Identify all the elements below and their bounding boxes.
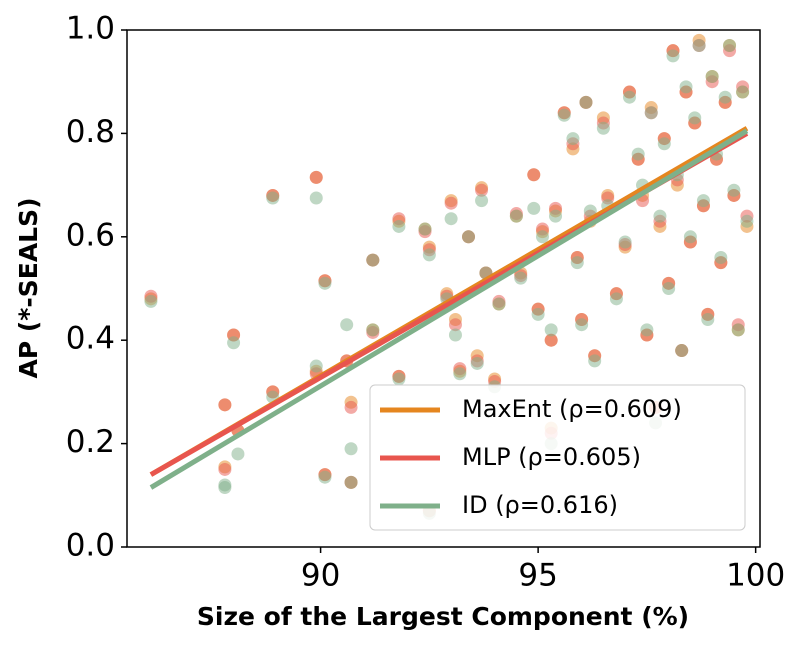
y-tick-label: 0.8 [66,114,115,150]
point [544,333,558,347]
point [392,219,406,233]
point [444,212,458,226]
point [448,318,462,332]
point [675,344,689,358]
point [718,90,732,104]
point [583,204,597,218]
point [462,230,476,244]
point [640,323,654,337]
x-tick-label: 95 [518,558,557,594]
point [144,294,158,308]
point [318,470,332,484]
point [692,39,706,53]
point [609,292,623,306]
point [566,132,580,146]
legend-label: MaxEnt (ρ=0.609) [462,395,682,423]
y-tick-label: 0.0 [66,528,115,564]
point [309,191,323,205]
point [231,447,245,461]
point [549,209,563,223]
point [470,356,484,370]
point [392,372,406,386]
point [653,209,667,223]
point [701,313,715,327]
point [218,462,232,476]
point [527,201,541,215]
point [492,297,506,311]
point [666,49,680,63]
point [218,478,232,492]
point [309,359,323,373]
point [475,194,489,208]
legend-label: MLP (ρ=0.605) [462,443,641,471]
point [662,282,676,295]
point [688,111,702,125]
point [723,39,737,53]
plot-frame [126,29,761,548]
point [531,307,545,321]
point [318,276,332,290]
point [418,222,432,236]
point [344,442,358,456]
point [544,323,558,337]
point [579,95,593,109]
point [266,191,280,205]
point [705,70,719,84]
point [622,90,636,104]
fit-line [149,128,749,490]
point [731,323,745,337]
point [714,250,728,264]
point [227,336,241,350]
point [683,230,697,244]
y-tick-label: 0.4 [66,321,115,357]
point [366,253,380,267]
point [696,194,710,208]
y-tick-label: 0.6 [66,217,115,253]
point [422,248,436,262]
y-axis-label: AP (*-SEALS) [14,197,43,378]
point [727,183,741,197]
y-tick-label: 0.2 [66,424,115,460]
point [344,475,358,489]
legend-label: ID (ρ=0.616) [462,491,618,519]
point [570,256,584,270]
point [596,121,610,135]
point [344,400,358,414]
point [736,85,750,99]
point [644,106,658,120]
point [557,108,571,122]
point [218,398,232,412]
y-tick-label: 1.0 [66,11,115,47]
x-tick-label: 90 [301,558,340,594]
point [588,354,602,368]
point [453,367,467,381]
point [740,214,754,228]
point [309,170,323,184]
point [366,323,380,337]
point [618,235,632,249]
point [527,168,541,182]
point [575,318,589,332]
point [475,183,489,197]
x-tick-label: 100 [726,558,785,594]
point [657,137,671,151]
point [679,80,693,94]
point [340,318,354,332]
point [509,209,523,223]
point [535,230,549,244]
x-axis-label: Size of the Largest Component (%) [197,602,689,631]
point [631,147,645,161]
point [444,196,458,210]
point [448,328,462,342]
point [514,271,528,285]
points [144,33,754,520]
legend-box [369,384,746,531]
